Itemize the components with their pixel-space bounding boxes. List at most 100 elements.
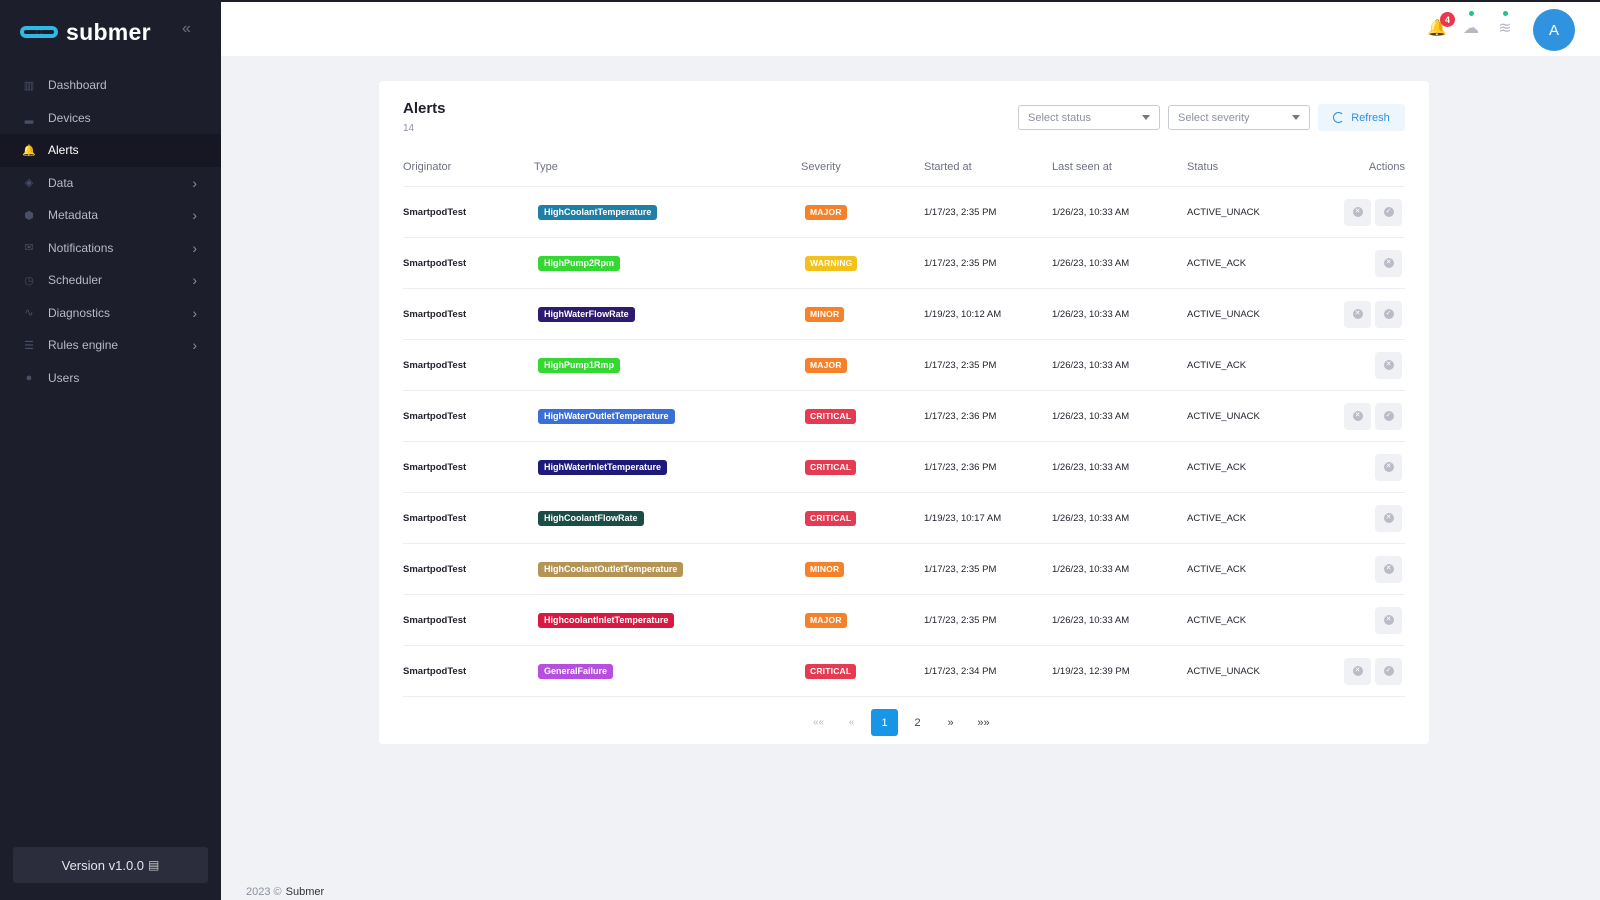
chevron-right-icon: › (192, 337, 197, 354)
sidebar-item-label: Metadata (48, 208, 99, 223)
originator-cell: SmartpodTest (403, 359, 467, 371)
actions-cell: ✕ ✓ (1340, 289, 1402, 339)
originator-cell: SmartpodTest (403, 461, 467, 473)
prev-page-button[interactable]: « (848, 717, 855, 728)
type-cell: HighcoolantInletTemperature (538, 595, 675, 645)
status-cell: ACTIVE_UNACK (1187, 206, 1260, 218)
col-severity[interactable]: Severity (801, 161, 841, 173)
version-badge: Version v1.0.0 ▤ (13, 847, 208, 883)
chevron-right-icon: › (192, 304, 197, 321)
acknowledge-alert-button[interactable]: ✓ (1375, 657, 1402, 685)
col-status[interactable]: Status (1187, 161, 1219, 173)
last-seen-cell: 1/26/23, 10:33 AM (1052, 614, 1130, 626)
first-page-button[interactable]: «« (812, 717, 825, 728)
sidebar-item-data[interactable]: ◈ Data › (0, 167, 221, 200)
originator-cell: SmartpodTest (403, 614, 467, 626)
clear-alert-button[interactable]: ✕ (1344, 198, 1371, 226)
type-badge: HighWaterOutletTemperature (538, 408, 675, 424)
clear-alert-button[interactable]: ✕ (1344, 402, 1371, 430)
page-2-button[interactable]: 2 (914, 716, 921, 729)
table-row[interactable]: SmartpodTest GeneralFailure CRITICAL 1/17/2… (403, 646, 1405, 697)
sidebar-item-devices[interactable]: ▂ Devices (0, 102, 221, 135)
clear-alert-button[interactable]: ✕ (1375, 351, 1402, 379)
table-row[interactable]: SmartpodTest HighCoolantTemperature MAJOR 1… (403, 187, 1405, 238)
table-row[interactable]: SmartpodTest HighPump1Rmp MAJOR 1/17/23, 2:… (403, 340, 1405, 391)
actions-cell: ✕ (1371, 340, 1402, 390)
refresh-button[interactable]: Refresh (1318, 104, 1405, 131)
status-cell: ACTIVE_ACK (1187, 461, 1247, 473)
sidebar-item-label: Alerts (48, 143, 79, 158)
pulse-icon: ∿ (24, 307, 34, 320)
user-avatar[interactable]: A (1533, 9, 1575, 51)
table-row[interactable]: SmartpodTest HighWaterFlowRate MINOR 1/19/2… (403, 289, 1405, 340)
table-row[interactable]: SmartpodTest HighPump2Rpm WARNING 1/17/23, … (403, 238, 1405, 289)
actions-cell: ✕ ✓ (1340, 187, 1402, 237)
table-row[interactable]: SmartpodTest HighWaterOutletTemperature CR… (403, 391, 1405, 442)
col-originator[interactable]: Originator (403, 161, 452, 173)
wifi-status-icon[interactable]: ≋ (1493, 11, 1517, 40)
started-at-cell: 1/17/23, 2:35 PM (924, 359, 997, 371)
severity-cell: MINOR (805, 544, 845, 594)
close-icon: ✕ (1383, 462, 1394, 472)
acknowledge-alert-button[interactable]: ✓ (1375, 402, 1402, 430)
sidebar-item-notifications[interactable]: ✉ Notifications › (0, 232, 221, 265)
table-row[interactable]: SmartpodTest HighCoolantFlowRate CRITICAL 1… (403, 493, 1405, 544)
cloud-status-icon[interactable]: ☁ (1459, 11, 1483, 40)
clear-alert-button[interactable]: ✕ (1375, 453, 1402, 481)
sidebar-item-diagnostics[interactable]: ∿ Diagnostics › (0, 297, 221, 330)
type-badge: HighPump1Rmp (538, 357, 621, 373)
severity-badge: MAJOR (805, 357, 847, 373)
col-last-seen-at[interactable]: Last seen at (1052, 161, 1112, 173)
brand[interactable]: submer (20, 16, 151, 48)
sidebar-item-label: Users (48, 370, 80, 385)
status-select[interactable]: Select status (1018, 105, 1160, 130)
acknowledge-alert-button[interactable]: ✓ (1375, 300, 1402, 328)
severity-badge: CRITICAL (805, 459, 857, 475)
actions-cell: ✕ ✓ (1340, 646, 1402, 696)
last-seen-cell: 1/19/23, 12:39 PM (1052, 665, 1130, 677)
sidebar-item-label: Scheduler (48, 273, 103, 288)
footer-company-link[interactable]: Submer (285, 886, 325, 898)
originator-cell: SmartpodTest (403, 665, 467, 677)
severity-cell: CRITICAL (805, 493, 857, 543)
started-at-cell: 1/17/23, 2:35 PM (924, 614, 997, 626)
severity-select[interactable]: Select severity (1168, 105, 1310, 130)
sidebar-item-dashboard[interactable]: ▥ Dashboard (0, 69, 221, 102)
acknowledge-alert-button[interactable]: ✓ (1375, 198, 1402, 226)
sidebar-item-metadata[interactable]: ⬢ Metadata › (0, 199, 221, 232)
clear-alert-button[interactable]: ✕ (1344, 657, 1371, 685)
clear-alert-button[interactable]: ✕ (1375, 606, 1402, 634)
next-page-button[interactable]: » (947, 716, 954, 729)
clear-alert-button[interactable]: ✕ (1375, 249, 1402, 277)
severity-cell: MAJOR (805, 595, 847, 645)
page-1-button[interactable]: 1 (871, 709, 898, 736)
close-icon: ✕ (1383, 513, 1394, 523)
type-badge: GeneralFailure (538, 663, 614, 679)
last-page-button[interactable]: »» (977, 716, 990, 729)
submer-logo-icon (20, 24, 58, 40)
severity-badge: CRITICAL (805, 663, 857, 679)
clear-alert-button[interactable]: ✕ (1344, 300, 1371, 328)
originator-cell: SmartpodTest (403, 308, 467, 320)
started-at-cell: 1/19/23, 10:17 AM (924, 512, 1002, 524)
sidebar-item-rules-engine[interactable]: ☰ Rules engine › (0, 329, 221, 362)
collapse-sidebar-icon[interactable]: « (182, 20, 191, 37)
sidebar-item-alerts[interactable]: 🔔 Alerts (0, 134, 221, 167)
table-row[interactable]: SmartpodTest HighWaterInletTemperature CRI… (403, 442, 1405, 493)
table-header: Originator Type Severity Started at Last… (403, 161, 1405, 187)
severity-badge: WARNING (805, 255, 858, 271)
col-started-at[interactable]: Started at (924, 161, 972, 173)
table-row[interactable]: SmartpodTest HighcoolantInletTemperature M… (403, 595, 1405, 646)
clear-alert-button[interactable]: ✕ (1375, 555, 1402, 583)
clear-alert-button[interactable]: ✕ (1375, 504, 1402, 532)
notifications-bell-icon[interactable]: 🔔 4 (1425, 12, 1455, 40)
document-icon: ▤ (148, 858, 160, 872)
check-icon: ✓ (1383, 309, 1394, 319)
sidebar-item-label: Rules engine (48, 338, 119, 353)
sidebar-item-users[interactable]: ● Users (0, 362, 221, 395)
status-select-placeholder: Select status (1028, 111, 1091, 124)
table-row[interactable]: SmartpodTest HighCoolantOutletTemperature… (403, 544, 1405, 595)
col-type[interactable]: Type (534, 161, 558, 173)
sidebar-item-scheduler[interactable]: ◷ Scheduler › (0, 264, 221, 297)
actions-cell: ✕ (1371, 442, 1402, 492)
